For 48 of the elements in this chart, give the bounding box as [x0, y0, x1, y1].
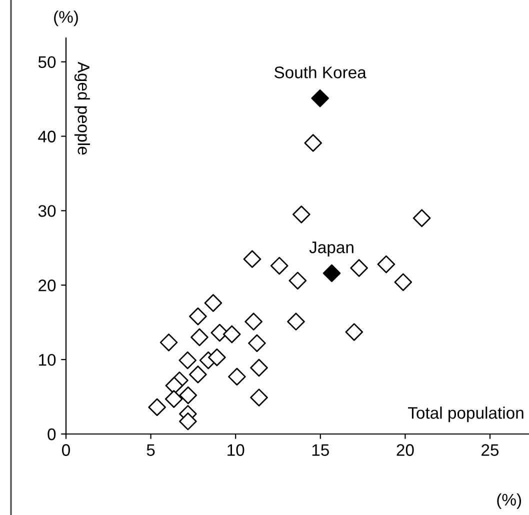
text: (%) — [497, 493, 522, 509]
x-tick-label: 25 — [482, 444, 499, 456]
x-tick-label: 10 — [228, 444, 244, 456]
point — [250, 358, 268, 377]
point — [179, 386, 198, 404]
point — [292, 206, 310, 224]
x-tick-label: 0 — [62, 444, 70, 456]
point — [287, 312, 305, 331]
x-tick-label: 5 — [146, 444, 155, 456]
point — [179, 412, 197, 430]
point — [394, 273, 412, 292]
point — [160, 334, 178, 352]
x-tick-label: 15 — [312, 444, 329, 456]
point — [311, 89, 329, 108]
y-tick-label: 40 — [38, 130, 56, 142]
point — [250, 388, 268, 406]
point — [350, 259, 368, 277]
y-axis-title: Aged people — [74, 62, 90, 155]
point — [148, 398, 166, 416]
point — [189, 366, 207, 384]
point — [222, 325, 241, 344]
point — [288, 272, 307, 290]
text: (%) — [54, 10, 78, 26]
point — [204, 294, 222, 312]
point — [208, 348, 226, 366]
y-tick-label: 0 — [48, 428, 56, 440]
point — [412, 209, 431, 228]
annotation: Japan — [309, 242, 354, 257]
point — [248, 334, 266, 352]
point — [304, 134, 322, 152]
point — [377, 255, 396, 274]
y-tick-label: 20 — [38, 280, 56, 292]
point — [244, 312, 262, 331]
point — [189, 307, 207, 326]
point — [190, 328, 208, 346]
point — [270, 256, 288, 275]
y-tick-label: 50 — [38, 56, 56, 68]
point — [243, 250, 262, 268]
y-tick-label: 30 — [38, 205, 56, 217]
annotation: South Korea — [274, 66, 366, 78]
point — [178, 351, 197, 370]
point — [228, 368, 246, 386]
x-tick-label: 20 — [396, 444, 414, 456]
point — [164, 390, 183, 408]
y-tick-label: 10 — [39, 354, 56, 366]
x-axis-title: Total population — [408, 406, 524, 422]
point — [322, 264, 341, 282]
point — [345, 323, 364, 341]
